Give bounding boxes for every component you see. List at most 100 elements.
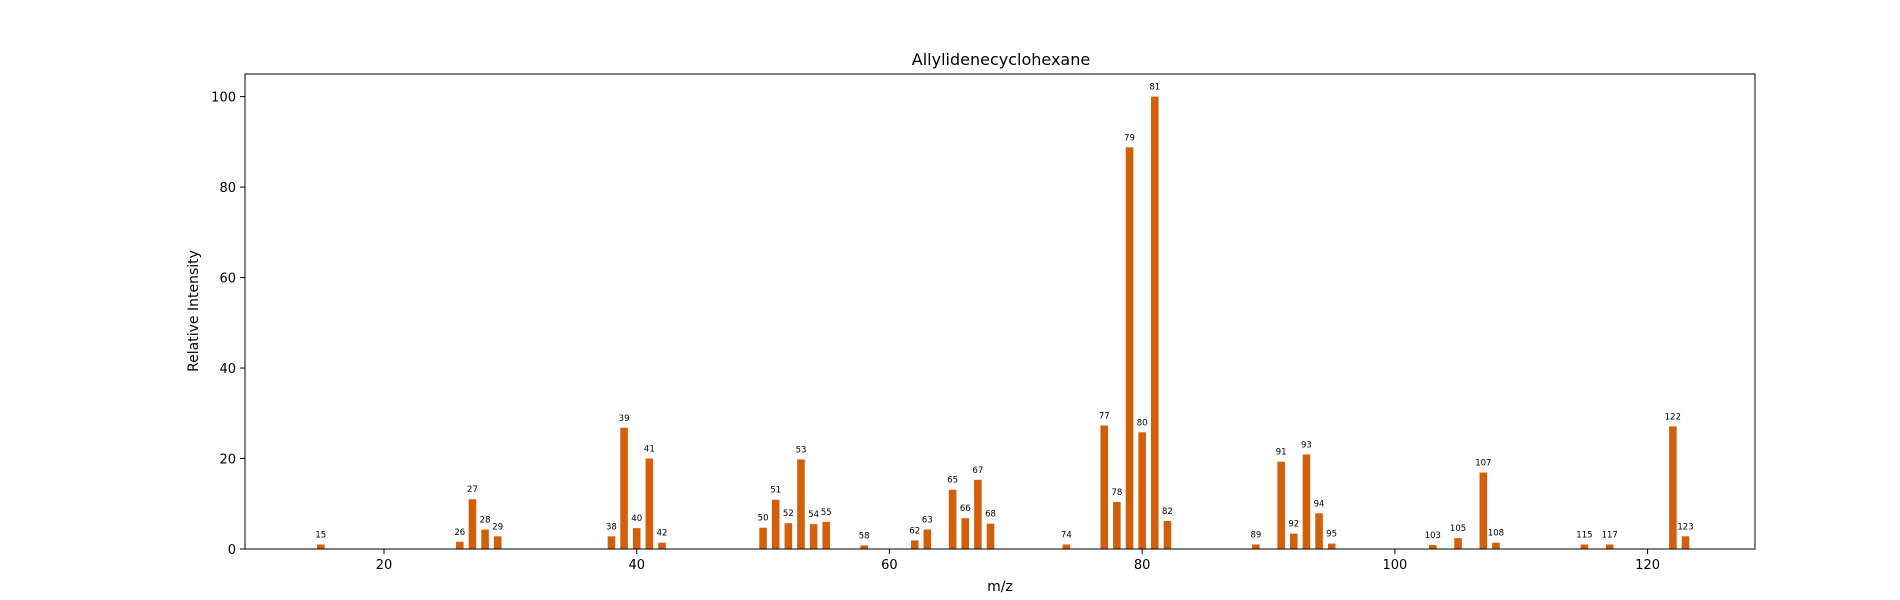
- bar-label-62: 62: [909, 526, 920, 536]
- x-tick-label: 100: [1382, 558, 1407, 573]
- bar-92: [1290, 533, 1298, 549]
- bar-label-40: 40: [631, 514, 642, 524]
- bar-label-94: 94: [1314, 499, 1325, 509]
- bar-15: [317, 544, 325, 549]
- y-tick-label: 80: [219, 181, 236, 196]
- bar-39: [620, 427, 628, 549]
- x-axis: 20 40 60 80 100 120: [376, 549, 1660, 573]
- y-axis-label: Relative Intensity: [186, 250, 202, 372]
- x-tick-label: 20: [376, 558, 393, 573]
- x-axis-label: m/z: [987, 579, 1013, 595]
- bar-label-55: 55: [821, 508, 832, 518]
- bar-label-107: 107: [1475, 459, 1491, 469]
- bar-91: [1277, 461, 1285, 549]
- bar-58: [860, 545, 868, 549]
- bar-82: [1163, 520, 1172, 549]
- bar-label-66: 66: [960, 504, 971, 514]
- bar-51: [771, 499, 780, 549]
- bar-38: [607, 536, 616, 549]
- bar-label-91: 91: [1276, 448, 1287, 458]
- bar-66: [961, 518, 970, 549]
- bar-55: [822, 521, 831, 549]
- bar-26: [456, 541, 464, 549]
- bar-62: [910, 540, 919, 549]
- bar-label-52: 52: [783, 509, 794, 519]
- bar-95: [1327, 543, 1336, 549]
- bar-label-117: 117: [1602, 530, 1618, 540]
- plot-frame: [244, 73, 1756, 550]
- bar-label-51: 51: [770, 486, 781, 496]
- bar-label-15: 15: [315, 530, 326, 540]
- bar-label-39: 39: [619, 414, 630, 424]
- bar-label-115: 115: [1576, 530, 1592, 540]
- bar-93: [1302, 454, 1311, 549]
- bar-label-92: 92: [1288, 520, 1299, 530]
- bar-label-50: 50: [758, 514, 769, 524]
- bar-label-78: 78: [1111, 488, 1122, 498]
- bar-label-122: 122: [1665, 412, 1681, 422]
- bar-label-28: 28: [480, 516, 491, 526]
- bar-label-93: 93: [1301, 440, 1312, 450]
- bar-52: [784, 523, 793, 549]
- x-tick-label: 120: [1635, 558, 1660, 573]
- bar-label-82: 82: [1162, 507, 1173, 517]
- bar-77: [1100, 425, 1109, 549]
- bar-label-74: 74: [1061, 530, 1072, 540]
- bar-94: [1315, 513, 1323, 549]
- bar-label-63: 63: [922, 516, 933, 526]
- bar-123: [1681, 536, 1690, 549]
- x-tick-label: 40: [628, 558, 645, 573]
- bar-label-89: 89: [1250, 530, 1261, 540]
- bar-63: [923, 529, 932, 549]
- y-axis: 0 20 40 60 80 100: [211, 91, 245, 558]
- bar-105: [1454, 538, 1462, 549]
- bar-label-53: 53: [796, 445, 807, 455]
- bar-label-58: 58: [859, 531, 870, 541]
- bar-74: [1062, 544, 1071, 549]
- y-tick-label: 60: [219, 272, 236, 287]
- bar-label-42: 42: [657, 529, 668, 539]
- y-tick-label: 0: [228, 543, 236, 558]
- bar-label-41: 41: [644, 445, 655, 455]
- bar-81: [1151, 96, 1159, 550]
- bar-67: [974, 479, 982, 549]
- bar-label-108: 108: [1488, 529, 1504, 539]
- bar-115: [1580, 544, 1589, 549]
- bar-53: [797, 459, 805, 549]
- bar-68: [986, 523, 995, 549]
- bar-label-65: 65: [947, 476, 958, 486]
- bar-117: [1605, 544, 1614, 549]
- bar-label-80: 80: [1137, 418, 1148, 428]
- bar-label-26: 26: [454, 528, 465, 538]
- bar-50: [759, 527, 767, 549]
- bar-label-77: 77: [1099, 412, 1110, 422]
- bar-40: [632, 528, 641, 549]
- bar-54: [809, 524, 818, 549]
- bar-80: [1138, 432, 1146, 549]
- bar-78: [1113, 501, 1121, 549]
- bars: [317, 96, 1690, 550]
- bar-label-68: 68: [985, 510, 996, 520]
- bar-29: [493, 536, 502, 549]
- bar-65: [948, 489, 957, 549]
- bar-label-67: 67: [972, 466, 983, 476]
- bar-41: [645, 458, 654, 549]
- bar-label-29: 29: [492, 522, 503, 532]
- bar-103: [1428, 544, 1437, 549]
- chart-title: Allylidenecyclohexane: [912, 50, 1090, 69]
- bar-label-95: 95: [1326, 530, 1337, 540]
- bar-label-103: 103: [1425, 531, 1441, 541]
- bar-27: [468, 499, 477, 549]
- bar-label-54: 54: [808, 510, 819, 520]
- bar-107: [1479, 472, 1488, 549]
- bar-label-81: 81: [1149, 83, 1160, 93]
- bar-label-123: 123: [1677, 522, 1693, 532]
- bar-label-105: 105: [1450, 524, 1466, 534]
- bar-108: [1492, 542, 1500, 549]
- y-tick-label: 100: [211, 91, 236, 106]
- x-tick-label: 80: [1134, 558, 1151, 573]
- y-tick-label: 20: [219, 453, 236, 468]
- bar-28: [481, 529, 489, 549]
